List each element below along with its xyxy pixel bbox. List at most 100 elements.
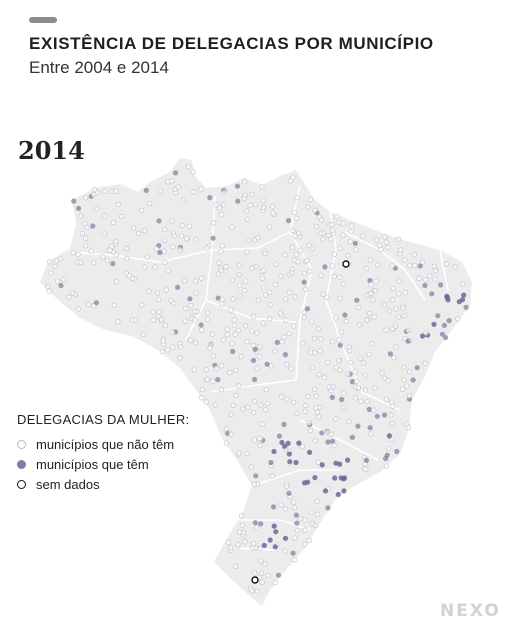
municipality-without-station-dot bbox=[169, 329, 176, 336]
municipality-without-station-dot bbox=[258, 558, 264, 564]
municipality-without-station-dot bbox=[328, 236, 334, 242]
municipality-without-station-dot bbox=[198, 186, 204, 192]
municipality-with-station-dot bbox=[381, 412, 388, 418]
municipality-without-station-dot bbox=[443, 261, 449, 267]
municipality-without-station-dot bbox=[364, 293, 370, 299]
municipality-with-station-dot bbox=[332, 475, 338, 481]
municipality-without-station-dot bbox=[340, 281, 347, 287]
municipality-without-station-dot bbox=[75, 251, 81, 258]
municipality-without-station-dot bbox=[212, 402, 219, 408]
municipality-without-station-dot bbox=[309, 520, 316, 527]
municipality-without-station-dot bbox=[368, 281, 374, 288]
municipality-without-station-dot bbox=[314, 409, 321, 415]
municipality-with-station-dot bbox=[258, 521, 264, 527]
municipality-without-station-dot bbox=[356, 322, 363, 328]
municipality-with-station-dot bbox=[282, 443, 288, 449]
municipality-without-station-dot bbox=[146, 200, 153, 207]
municipality-without-station-dot bbox=[313, 405, 319, 411]
municipality-without-station-dot bbox=[379, 370, 385, 376]
municipality-without-station-dot bbox=[364, 398, 370, 405]
map-year-label: 2014 bbox=[18, 136, 85, 165]
municipality-without-station-dot bbox=[407, 263, 413, 269]
municipality-without-station-dot bbox=[254, 588, 260, 595]
municipality-without-station-dot bbox=[240, 529, 247, 535]
municipality-without-station-dot bbox=[389, 436, 395, 443]
municipality-without-station-dot bbox=[265, 572, 272, 579]
municipality-without-station-dot bbox=[301, 314, 308, 321]
municipality-with-station-dot bbox=[290, 550, 296, 556]
municipality-without-station-dot bbox=[193, 236, 200, 243]
municipality-without-station-dot bbox=[138, 207, 145, 214]
municipality-without-station-dot bbox=[315, 459, 321, 466]
municipality-without-station-dot bbox=[45, 284, 51, 290]
municipality-without-station-dot bbox=[301, 309, 307, 316]
municipality-with-station-dot bbox=[439, 331, 445, 337]
municipality-without-station-dot bbox=[318, 217, 325, 223]
municipality-without-station-dot bbox=[192, 308, 198, 315]
municipality-without-station-dot bbox=[283, 317, 289, 323]
municipality-with-station-dot bbox=[456, 299, 462, 305]
municipality-without-station-dot bbox=[262, 250, 268, 257]
municipality-without-station-dot bbox=[307, 427, 314, 434]
outlined-circle-icon bbox=[17, 479, 26, 489]
municipality-with-station-dot bbox=[341, 488, 347, 494]
municipality-without-station-dot bbox=[216, 205, 223, 211]
municipality-without-station-dot bbox=[249, 328, 255, 334]
municipality-without-station-dot bbox=[224, 326, 230, 332]
municipality-without-station-dot bbox=[158, 316, 165, 322]
municipality-with-station-dot bbox=[387, 351, 393, 357]
municipality-without-station-dot bbox=[324, 294, 330, 300]
municipality-without-station-dot bbox=[104, 257, 111, 264]
municipality-with-station-dot bbox=[422, 282, 428, 289]
municipality-without-station-dot bbox=[396, 291, 402, 297]
municipality-without-station-dot bbox=[364, 317, 370, 323]
municipality-with-station-dot bbox=[363, 457, 369, 463]
municipality-without-station-dot bbox=[175, 184, 181, 190]
municipality-with-station-dot bbox=[210, 235, 216, 241]
municipality-without-station-dot bbox=[141, 264, 148, 270]
municipality-without-station-dot bbox=[260, 197, 266, 204]
municipality-without-station-dot bbox=[180, 197, 187, 203]
municipality-with-station-dot bbox=[461, 292, 467, 298]
municipality-without-station-dot bbox=[177, 355, 183, 361]
municipality-without-station-dot bbox=[171, 300, 177, 307]
municipality-without-station-dot bbox=[162, 323, 169, 329]
municipality-without-station-dot bbox=[249, 191, 255, 198]
municipality-without-station-dot bbox=[237, 293, 243, 299]
municipality-without-station-dot bbox=[282, 548, 288, 554]
municipality-without-station-dot bbox=[190, 169, 196, 175]
municipality-without-station-dot bbox=[333, 416, 339, 422]
municipality-without-station-dot bbox=[289, 244, 295, 251]
municipality-without-station-dot bbox=[278, 273, 284, 280]
top-accent-bar bbox=[29, 17, 57, 23]
municipality-without-station-dot bbox=[253, 525, 260, 531]
municipality-without-station-dot bbox=[352, 395, 359, 401]
municipality-without-station-dot bbox=[227, 370, 233, 376]
municipality-without-station-dot bbox=[346, 418, 352, 425]
municipality-without-station-dot bbox=[368, 290, 374, 296]
municipality-without-station-dot bbox=[312, 438, 318, 444]
municipality-with-station-dot bbox=[322, 264, 328, 270]
brazil-map bbox=[40, 158, 472, 606]
municipality-without-station-dot bbox=[334, 213, 340, 220]
municipality-with-station-dot bbox=[302, 480, 308, 486]
municipality-with-station-dot bbox=[293, 512, 299, 518]
municipality-without-station-dot bbox=[318, 272, 324, 278]
municipality-without-station-dot bbox=[251, 409, 257, 416]
municipality-with-station-dot bbox=[58, 282, 64, 289]
municipality-without-station-dot bbox=[260, 204, 267, 210]
municipality-with-station-dot bbox=[296, 440, 302, 446]
municipality-without-station-dot bbox=[259, 184, 265, 190]
municipality-without-station-dot bbox=[88, 248, 94, 254]
municipality-with-station-dot bbox=[312, 475, 318, 481]
municipality-without-station-dot bbox=[383, 463, 390, 469]
municipality-without-station-dot bbox=[314, 498, 320, 504]
municipality-with-station-dot bbox=[394, 448, 400, 455]
municipality-without-station-dot bbox=[396, 278, 402, 284]
municipality-without-station-dot bbox=[236, 450, 242, 456]
municipality-with-station-dot bbox=[435, 313, 441, 319]
municipality-without-station-dot bbox=[282, 252, 288, 258]
municipality-without-station-dot bbox=[382, 234, 388, 240]
municipality-with-station-dot bbox=[333, 460, 339, 466]
municipality-without-station-dot bbox=[299, 443, 306, 450]
